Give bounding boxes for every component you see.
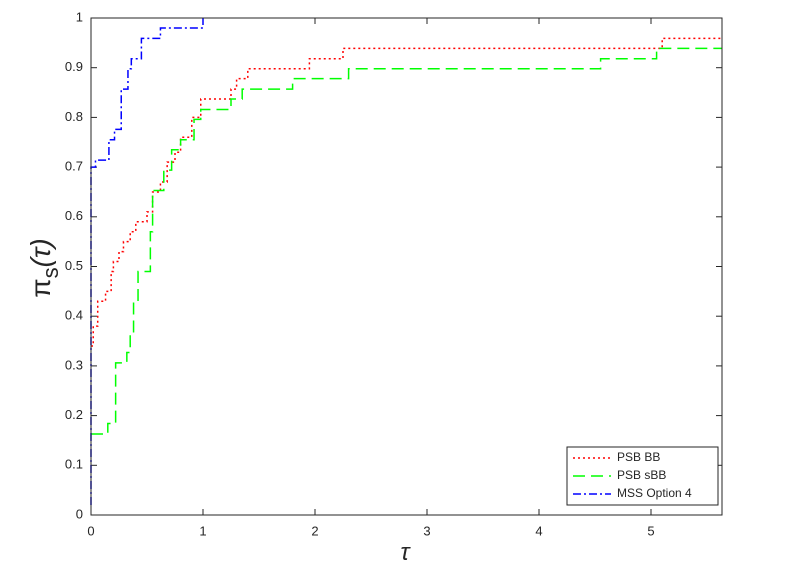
series-line	[91, 37, 722, 347]
y-tick-label: 0.2	[65, 407, 83, 422]
x-tick-label: 3	[423, 523, 430, 538]
y-tick-label: 0.4	[65, 308, 83, 323]
x-tick-label: 0	[87, 523, 94, 538]
plot-area	[91, 18, 722, 515]
y-tick-label: 0	[76, 506, 83, 521]
y-tick-label: 0.3	[65, 357, 83, 372]
y-tick-label: 0.5	[65, 258, 83, 273]
legend-label: PSB BB	[617, 450, 660, 464]
x-tick-label: 1	[199, 523, 206, 538]
y-tick-label: 0.6	[65, 208, 83, 223]
y-tick-label: 0.9	[65, 59, 83, 74]
y-label-part: s	[38, 267, 63, 278]
x-tick-label: 5	[647, 523, 654, 538]
x-axis-label: τ	[401, 539, 412, 566]
legend-label: MSS Option 4	[617, 486, 692, 500]
series-line	[90, 18, 204, 506]
y-tick-label: 1	[76, 9, 83, 24]
y-label-part: π	[25, 278, 56, 297]
y-tick-label: 0.1	[65, 457, 83, 472]
y-label-part: (τ)	[25, 238, 56, 267]
x-tick-label: 2	[311, 523, 318, 538]
legend-label: PSB sBB	[617, 468, 666, 482]
y-tick-label: 0.8	[65, 109, 83, 124]
series-line	[91, 47, 722, 435]
axes-box	[90, 17, 723, 516]
y-axis-label: πs(τ)	[25, 238, 63, 297]
x-tick-label: 4	[535, 523, 542, 538]
y-tick-label: 0.7	[65, 159, 83, 174]
